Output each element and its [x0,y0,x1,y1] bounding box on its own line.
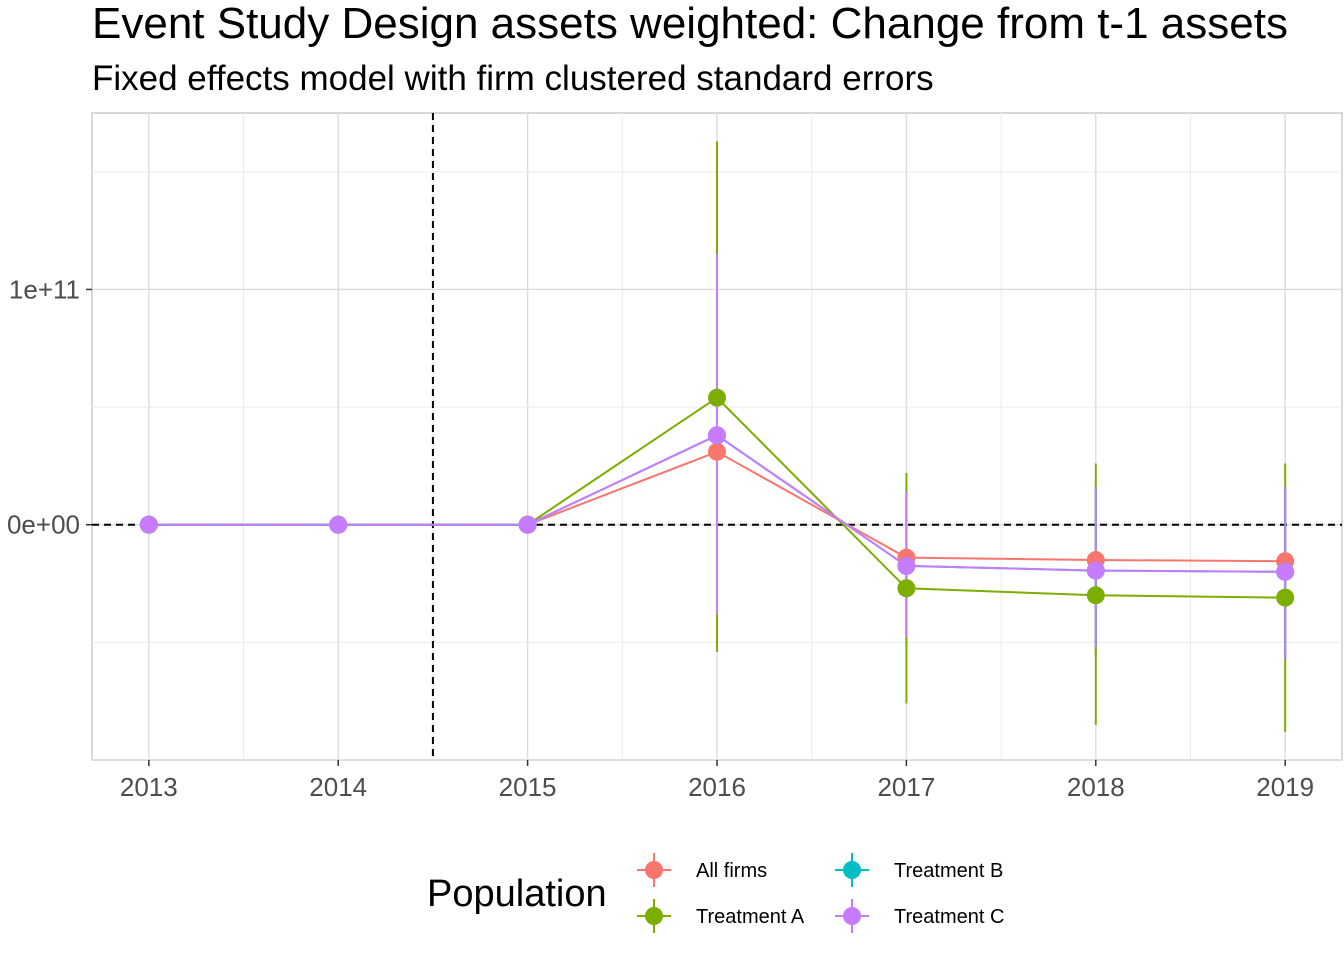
data-point [708,442,726,461]
legend-item: Treatment A [637,899,805,933]
x-tick-label: 2015 [499,772,557,802]
legend: Population All firms Treatment A Treatment… [427,853,1004,933]
chart-title: Event Study Design assets weighted: Chan… [92,0,1288,48]
axes: 2013 2014 2015 2016 2017 2018 2019 0e+00 1e+11 [7,274,1314,802]
legend-key-point [645,907,663,925]
legend-key-point [843,907,861,925]
x-tick-label: 2016 [688,772,746,802]
legend-label: Treatment B [894,860,1003,882]
y-tick-label: 0e+00 [7,510,80,540]
data-point [897,556,916,575]
series-points [139,388,1295,607]
y-tick-label: 1e+11 [9,274,80,304]
legend-title: Population [427,873,607,915]
legend-item: All firms [637,853,767,887]
legend-item: Treatment B [835,853,1003,887]
x-tick-label: 2013 [120,772,178,802]
data-point [1086,586,1105,605]
legend-label: Treatment C [894,906,1004,928]
x-tick-label: 2019 [1256,772,1314,802]
legend-key-point [843,861,861,879]
legend-key-point [645,861,663,879]
legend-label: Treatment A [696,906,805,928]
x-tick-label: 2017 [877,772,935,802]
data-point [708,426,726,445]
legend-label: All firms [696,860,767,882]
data-point [139,515,158,534]
chart-subtitle: Fixed effects model with firm clustered … [92,59,934,98]
data-point [518,515,537,534]
data-point [329,515,348,534]
data-point [1276,562,1295,581]
data-point [897,579,916,598]
legend-items: All firms Treatment A Treatment B Treatment… [637,853,1004,933]
legend-item: Treatment C [835,899,1004,933]
x-tick-label: 2018 [1067,772,1125,802]
data-point [1086,561,1105,580]
data-point [708,388,726,407]
x-tick-label: 2014 [309,772,367,802]
data-point [1276,588,1295,607]
